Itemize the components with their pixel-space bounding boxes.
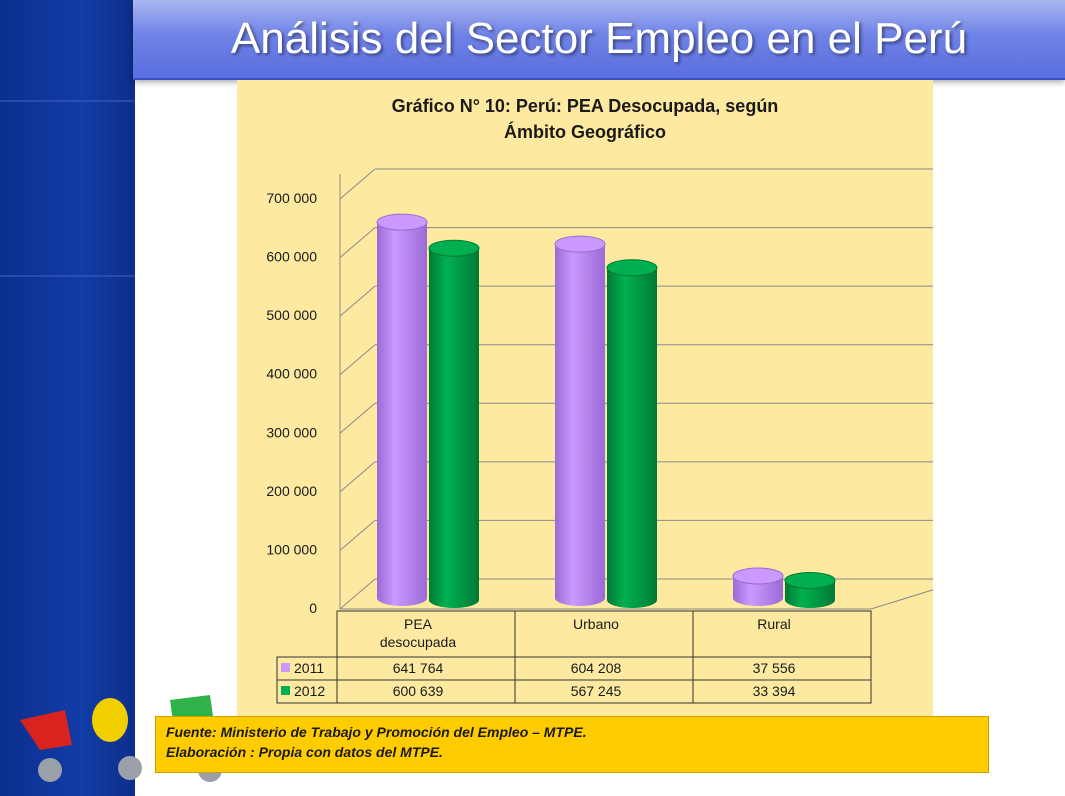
bar-top-2011-0 xyxy=(376,213,428,231)
bar-top-2012-0 xyxy=(428,239,480,257)
elaboration-line: Elaboración : Propia con datos del MTPE. xyxy=(166,744,443,760)
grid-line xyxy=(339,227,376,258)
y-tick-label: 700 000 xyxy=(266,190,317,206)
bar-2011-1 xyxy=(555,244,605,606)
left-decorative-band xyxy=(0,0,135,796)
x-tick-label: desocupada xyxy=(380,634,457,650)
data-label: 567 245 xyxy=(571,683,622,699)
bar-top-2012-1 xyxy=(606,259,658,277)
y-tick-label: 400 000 xyxy=(266,366,317,382)
y-tick-label: 500 000 xyxy=(266,307,317,323)
x-tick-label: Rural xyxy=(757,616,790,632)
legend-label: 2012 xyxy=(294,683,325,699)
data-label: 604 208 xyxy=(571,660,622,676)
source-note: Fuente: Ministerio de Trabajo y Promoció… xyxy=(155,716,989,773)
source-line: Fuente: Ministerio de Trabajo y Promoció… xyxy=(166,724,587,740)
grid-line xyxy=(339,344,376,376)
bar-2011-0 xyxy=(377,222,427,606)
chart-title: Gráfico N° 10: Perú: PEA Desocupada, seg… xyxy=(391,96,779,116)
bar-top-2012-2 xyxy=(784,571,836,589)
title-bar: Análisis del Sector Empleo en el Perú xyxy=(133,0,1065,80)
legend-swatch-2012 xyxy=(281,686,290,695)
y-tick-label: 100 000 xyxy=(266,541,317,557)
page-title: Análisis del Sector Empleo en el Perú xyxy=(230,14,968,63)
grid-line xyxy=(339,402,376,434)
data-label: 641 764 xyxy=(393,660,444,676)
chart-subtitle: Ámbito Geográfico xyxy=(503,122,666,142)
grid-line xyxy=(339,578,376,610)
x-tick-label: PEA xyxy=(404,616,433,632)
data-label: 600 639 xyxy=(393,683,444,699)
bar-2011-2 xyxy=(733,576,783,606)
chart-panel: Gráfico N° 10: Perú: PEA Desocupada, seg… xyxy=(237,80,933,716)
grid-line xyxy=(339,168,376,200)
y-tick-label: 600 000 xyxy=(266,249,317,265)
grid-line xyxy=(339,461,376,493)
floor-edge xyxy=(340,589,933,610)
bar-2012-0 xyxy=(429,248,479,608)
data-label: 37 556 xyxy=(753,660,796,676)
grid-line xyxy=(339,285,376,317)
legend-swatch-2011 xyxy=(281,663,290,672)
bar-top-2011-1 xyxy=(554,235,606,253)
bar-top-2011-2 xyxy=(732,567,784,585)
y-tick-label: 200 000 xyxy=(266,483,317,499)
bar-chart: 0 100 000 200 000 300 000 400 000 500 000 600 … xyxy=(266,168,933,704)
grid-line xyxy=(339,520,376,551)
y-tick-label: 0 xyxy=(309,600,317,616)
x-tick-label: Urbano xyxy=(573,616,619,632)
legend-label: 2011 xyxy=(294,660,324,676)
bar-2012-1 xyxy=(607,267,657,608)
data-label: 33 394 xyxy=(753,683,796,699)
y-tick-label: 300 000 xyxy=(266,424,317,440)
